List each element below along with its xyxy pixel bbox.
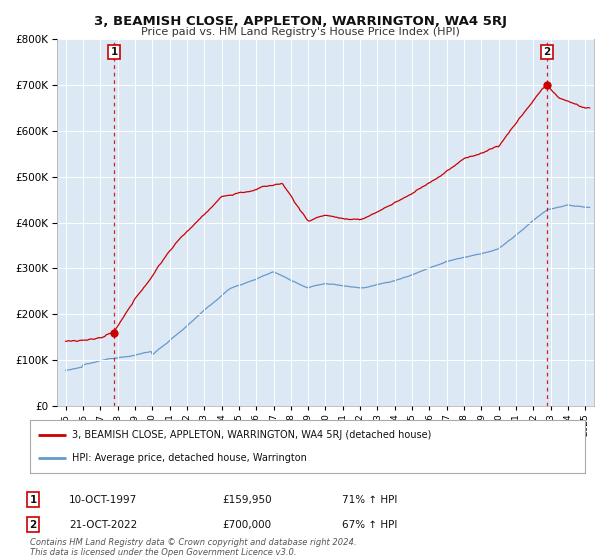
Text: 21-OCT-2022: 21-OCT-2022 [69, 520, 137, 530]
Text: HPI: Average price, detached house, Warrington: HPI: Average price, detached house, Warr… [71, 453, 307, 463]
Text: 3, BEAMISH CLOSE, APPLETON, WARRINGTON, WA4 5RJ (detached house): 3, BEAMISH CLOSE, APPLETON, WARRINGTON, … [71, 430, 431, 440]
Text: 10-OCT-1997: 10-OCT-1997 [69, 494, 137, 505]
Text: Contains HM Land Registry data © Crown copyright and database right 2024.
This d: Contains HM Land Registry data © Crown c… [30, 538, 356, 557]
Text: 71% ↑ HPI: 71% ↑ HPI [342, 494, 397, 505]
Text: 1: 1 [29, 494, 37, 505]
Text: £159,950: £159,950 [222, 494, 272, 505]
Text: 3, BEAMISH CLOSE, APPLETON, WARRINGTON, WA4 5RJ: 3, BEAMISH CLOSE, APPLETON, WARRINGTON, … [94, 15, 506, 27]
Text: £700,000: £700,000 [222, 520, 271, 530]
Text: 2: 2 [29, 520, 37, 530]
Text: 2: 2 [544, 47, 551, 57]
Text: 1: 1 [110, 47, 118, 57]
Text: 67% ↑ HPI: 67% ↑ HPI [342, 520, 397, 530]
Text: Price paid vs. HM Land Registry's House Price Index (HPI): Price paid vs. HM Land Registry's House … [140, 27, 460, 37]
